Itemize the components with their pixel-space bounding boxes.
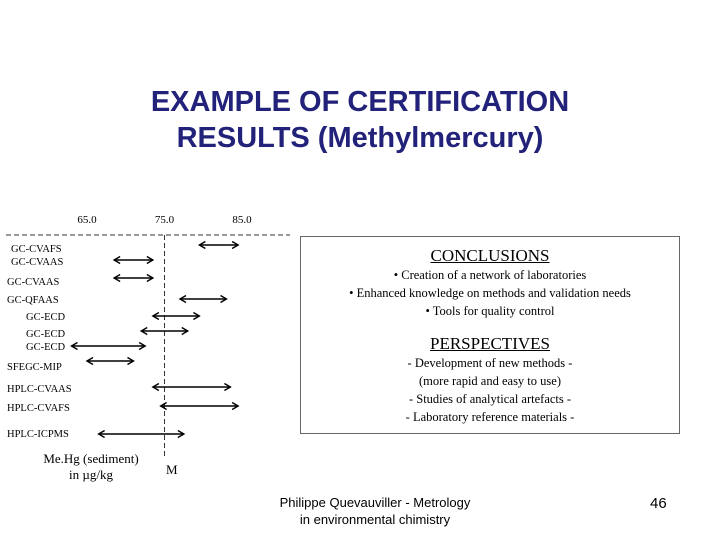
range-bar-left-arrow bbox=[85, 356, 94, 366]
conclusion-item: • Enhanced knowledge on methods and vali… bbox=[349, 286, 631, 300]
axis-tick-label: 65.0 bbox=[77, 214, 97, 226]
range-bar-left-arrow bbox=[159, 401, 167, 411]
method-label: HPLC-ICPMS bbox=[7, 429, 69, 440]
title-line-2: RESULTS (Methylmercury) bbox=[176, 122, 544, 154]
method-label: HPLC-CVAAS bbox=[7, 384, 72, 395]
range-bar-left-arrow bbox=[112, 273, 121, 283]
range-bar-right-arrow bbox=[231, 240, 240, 250]
conclusion-item: • Tools for quality control bbox=[425, 304, 555, 318]
axis-tick-label: 85.0 bbox=[232, 214, 252, 226]
slide-title: EXAMPLE OF CERTIFICATION RESULTS (Methyl… bbox=[60, 84, 660, 156]
footer-line-2: in environmental chimistry bbox=[299, 512, 451, 527]
perspective-item: (more rapid and easy to use) bbox=[419, 374, 561, 388]
range-bar-right-arrow bbox=[193, 311, 201, 321]
conclusions-heading: CONCLUSIONS bbox=[430, 246, 550, 265]
method-label: GC-CVAAS bbox=[11, 257, 63, 268]
method-label: GC-ECD bbox=[26, 329, 66, 340]
range-bar-right-arrow bbox=[146, 273, 155, 283]
range-bar-right-arrow bbox=[231, 401, 240, 411]
perspective-item: - Development of new methods - bbox=[407, 356, 573, 370]
perspectives-heading: PERSPECTIVES bbox=[430, 334, 550, 353]
conclusions-box: CONCLUSIONS • Creation of a network of l… bbox=[300, 236, 680, 434]
certified-value-label: M bbox=[166, 462, 178, 477]
method-label: GC-ECD bbox=[26, 342, 66, 353]
range-bar-left-arrow bbox=[197, 240, 206, 250]
range-bar-left-arrow bbox=[151, 311, 160, 321]
range-bar-left-arrow bbox=[112, 255, 121, 265]
unit-label: Me.Hg (sediment) in µg/kg bbox=[36, 451, 146, 483]
range-bar-left-arrow bbox=[139, 326, 148, 336]
method-label: GC-CVAAS bbox=[7, 277, 59, 288]
method-label: GC-CVAFS bbox=[11, 244, 62, 255]
footer-line-1: Philippe Quevauviller - Metrology bbox=[279, 495, 471, 510]
range-bar-right-arrow bbox=[127, 356, 135, 366]
range-bar-left-arrow bbox=[97, 429, 105, 439]
unit-label-line-2: in µg/kg bbox=[69, 467, 113, 482]
method-label: GC-ECD bbox=[26, 312, 66, 323]
range-bar-right-arrow bbox=[138, 341, 147, 351]
method-label: HPLC-CVAFS bbox=[7, 403, 70, 414]
range-bar-left-arrow bbox=[151, 382, 160, 392]
footer-author: Philippe Quevauviller - Metrology in env… bbox=[230, 494, 520, 528]
method-label: SFEGC-MIP bbox=[7, 362, 62, 373]
page-number: 46 bbox=[650, 495, 667, 512]
perspective-item: - Studies of analytical artefacts - bbox=[408, 392, 572, 406]
perspective-item: - Laboratory reference materials - bbox=[405, 410, 575, 424]
range-bar-left-arrow bbox=[178, 294, 187, 304]
method-label: GC-QFAAS bbox=[7, 295, 59, 306]
range-bar-left-arrow bbox=[70, 341, 78, 351]
conclusion-item: • Creation of a network of laboratories bbox=[393, 268, 587, 282]
range-bar-right-arrow bbox=[181, 326, 190, 336]
title-line-1: EXAMPLE OF CERTIFICATION bbox=[150, 86, 570, 118]
range-bar-right-arrow bbox=[146, 255, 155, 265]
axis-tick-label: 75.0 bbox=[155, 214, 175, 226]
unit-label-line-1: Me.Hg (sediment) bbox=[43, 451, 139, 466]
range-bar-right-arrow bbox=[220, 294, 228, 304]
range-bar-right-arrow bbox=[177, 429, 186, 439]
range-bar-right-arrow bbox=[224, 382, 232, 392]
